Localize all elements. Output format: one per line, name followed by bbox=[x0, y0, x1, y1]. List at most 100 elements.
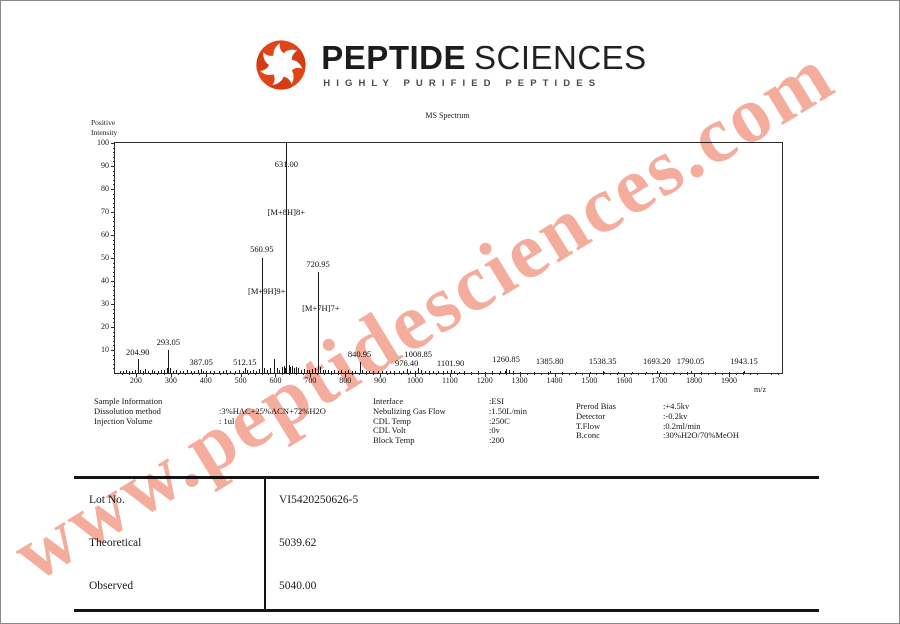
y-axis-minor-tick bbox=[113, 345, 115, 347]
x-axis-major-tick bbox=[170, 373, 172, 377]
x-axis-minor-tick bbox=[561, 373, 563, 375]
spectrum-noise-peak bbox=[145, 368, 147, 373]
x-axis-minor-tick bbox=[261, 373, 263, 375]
y-axis-tick-label: 80 bbox=[101, 184, 109, 193]
x-axis-minor-tick bbox=[401, 373, 403, 375]
y-axis-minor-tick bbox=[113, 354, 115, 356]
x-axis-tick-label: 800 bbox=[339, 376, 352, 385]
spectrum-noise-peak bbox=[687, 371, 689, 373]
x-axis-major-tick bbox=[275, 373, 277, 377]
spectrum-noise-peak bbox=[447, 371, 449, 373]
y-axis-major-tick bbox=[111, 350, 115, 351]
y-axis-minor-tick bbox=[113, 308, 115, 310]
x-axis-minor-tick bbox=[128, 373, 130, 375]
spectrum-peak bbox=[690, 370, 692, 373]
x-axis-tick-label: 500 bbox=[234, 376, 247, 385]
sample-info-label: Block Temp bbox=[373, 435, 415, 446]
spectrum-noise-peak bbox=[701, 371, 703, 373]
y-axis-minor-tick bbox=[113, 221, 115, 223]
sample-info-row: Sample Information bbox=[94, 396, 326, 407]
spectrum-noise-peak bbox=[485, 371, 487, 373]
x-axis-minor-tick bbox=[338, 373, 340, 375]
spiral-pinwheel-icon bbox=[256, 40, 306, 90]
results-table-label: Theoretical bbox=[89, 537, 142, 549]
spectrum-noise-peak bbox=[164, 370, 166, 373]
spectrum-noise-peak bbox=[433, 371, 435, 373]
x-axis-minor-tick bbox=[296, 373, 298, 375]
spectrum-noise-peak bbox=[603, 371, 605, 373]
y-axis-major-tick bbox=[111, 327, 115, 328]
spectrum-noise-peak bbox=[386, 371, 388, 373]
results-table-label: Observed bbox=[89, 580, 134, 592]
sample-info-value: :3%HAC+25%ACN+72%H2O bbox=[219, 405, 326, 416]
y-axis-minor-tick bbox=[113, 179, 115, 181]
spectrum-noise-peak bbox=[238, 370, 240, 373]
x-axis-minor-tick bbox=[366, 373, 368, 375]
x-axis-major-tick bbox=[589, 373, 591, 377]
brand-name: PEPTIDE SCIENCES bbox=[321, 41, 646, 74]
y-axis-minor-tick bbox=[113, 368, 115, 370]
spectrum-noise-peak bbox=[673, 371, 675, 373]
y-axis-name-line2: Intensity bbox=[91, 127, 118, 137]
y-axis-major-tick bbox=[111, 143, 115, 144]
peak-label: 1943.15 bbox=[730, 356, 758, 367]
x-axis-minor-tick bbox=[163, 373, 165, 375]
spectrum-noise-peak bbox=[197, 370, 199, 373]
spectrum-peak bbox=[317, 271, 319, 373]
sample-info-row: Interface:ESI bbox=[373, 396, 527, 407]
y-axis-minor-tick bbox=[113, 253, 115, 255]
x-axis-minor-tick bbox=[575, 373, 577, 375]
spectrum-noise-peak bbox=[218, 370, 220, 373]
y-axis-minor-tick bbox=[113, 244, 115, 246]
spectrum-peak bbox=[656, 370, 658, 373]
sample-info-row: Detector:-0.2kv bbox=[576, 411, 739, 422]
x-axis-minor-tick bbox=[317, 373, 319, 375]
x-axis-tick-label: 1700 bbox=[651, 376, 668, 385]
x-axis-tick-label: 200 bbox=[129, 376, 142, 385]
spectrum-noise-peak bbox=[256, 370, 258, 373]
x-axis-tick-label: 1500 bbox=[581, 376, 598, 385]
x-axis-minor-tick bbox=[777, 373, 779, 375]
spectrum-peak bbox=[137, 359, 139, 373]
y-axis-minor-tick bbox=[113, 216, 115, 218]
y-axis-tick-label: 60 bbox=[101, 230, 109, 239]
sample-info-label: Injection Volume bbox=[94, 415, 153, 426]
spectrum-noise-peak bbox=[328, 369, 330, 373]
x-axis-minor-tick bbox=[742, 373, 744, 375]
sample-info-col1: Sample Information Dissolution method:3%H… bbox=[94, 396, 326, 426]
spectrum-noise-peak bbox=[151, 370, 153, 373]
y-axis-minor-tick bbox=[113, 147, 115, 149]
y-axis-tick-label: 90 bbox=[101, 161, 109, 170]
spectrum-noise-peak bbox=[351, 371, 353, 373]
x-axis-minor-tick bbox=[498, 373, 500, 375]
results-table-value: 5040.00 bbox=[279, 580, 317, 592]
x-axis-minor-tick bbox=[442, 373, 444, 375]
spectrum-noise-peak bbox=[344, 370, 346, 373]
x-axis-minor-tick bbox=[142, 373, 144, 375]
spectrum-noise-peak bbox=[348, 370, 350, 373]
y-axis-minor-tick bbox=[113, 156, 115, 158]
spectrum-noise-peak bbox=[281, 367, 283, 373]
y-axis-major-tick bbox=[111, 235, 115, 236]
peak-label: 720.95 bbox=[306, 258, 330, 269]
x-axis-minor-tick bbox=[770, 373, 772, 375]
peak-label: 387.05 bbox=[189, 356, 213, 367]
spectrum-noise-peak bbox=[120, 370, 122, 373]
x-axis-minor-tick bbox=[708, 373, 710, 375]
y-axis-minor-tick bbox=[113, 152, 115, 154]
x-axis-minor-tick bbox=[408, 373, 410, 375]
spectrum-noise-peak bbox=[330, 370, 332, 373]
spectrum-noise-peak bbox=[333, 370, 335, 373]
x-axis-major-tick bbox=[135, 373, 137, 377]
x-axis-tick-label: 1300 bbox=[511, 376, 528, 385]
x-axis-minor-tick bbox=[387, 373, 389, 375]
x-axis-minor-tick bbox=[156, 373, 158, 375]
x-axis-minor-tick bbox=[673, 373, 675, 375]
peak-label: [M+7H]7+ bbox=[302, 302, 340, 313]
spectrum-peak bbox=[602, 370, 604, 373]
spectrum-noise-peak bbox=[398, 371, 400, 373]
spectrum-noise-peak bbox=[520, 371, 521, 373]
x-axis-tick-label: 600 bbox=[269, 376, 282, 385]
y-axis-minor-tick bbox=[113, 271, 115, 273]
spectrum-noise-peak bbox=[645, 371, 647, 373]
